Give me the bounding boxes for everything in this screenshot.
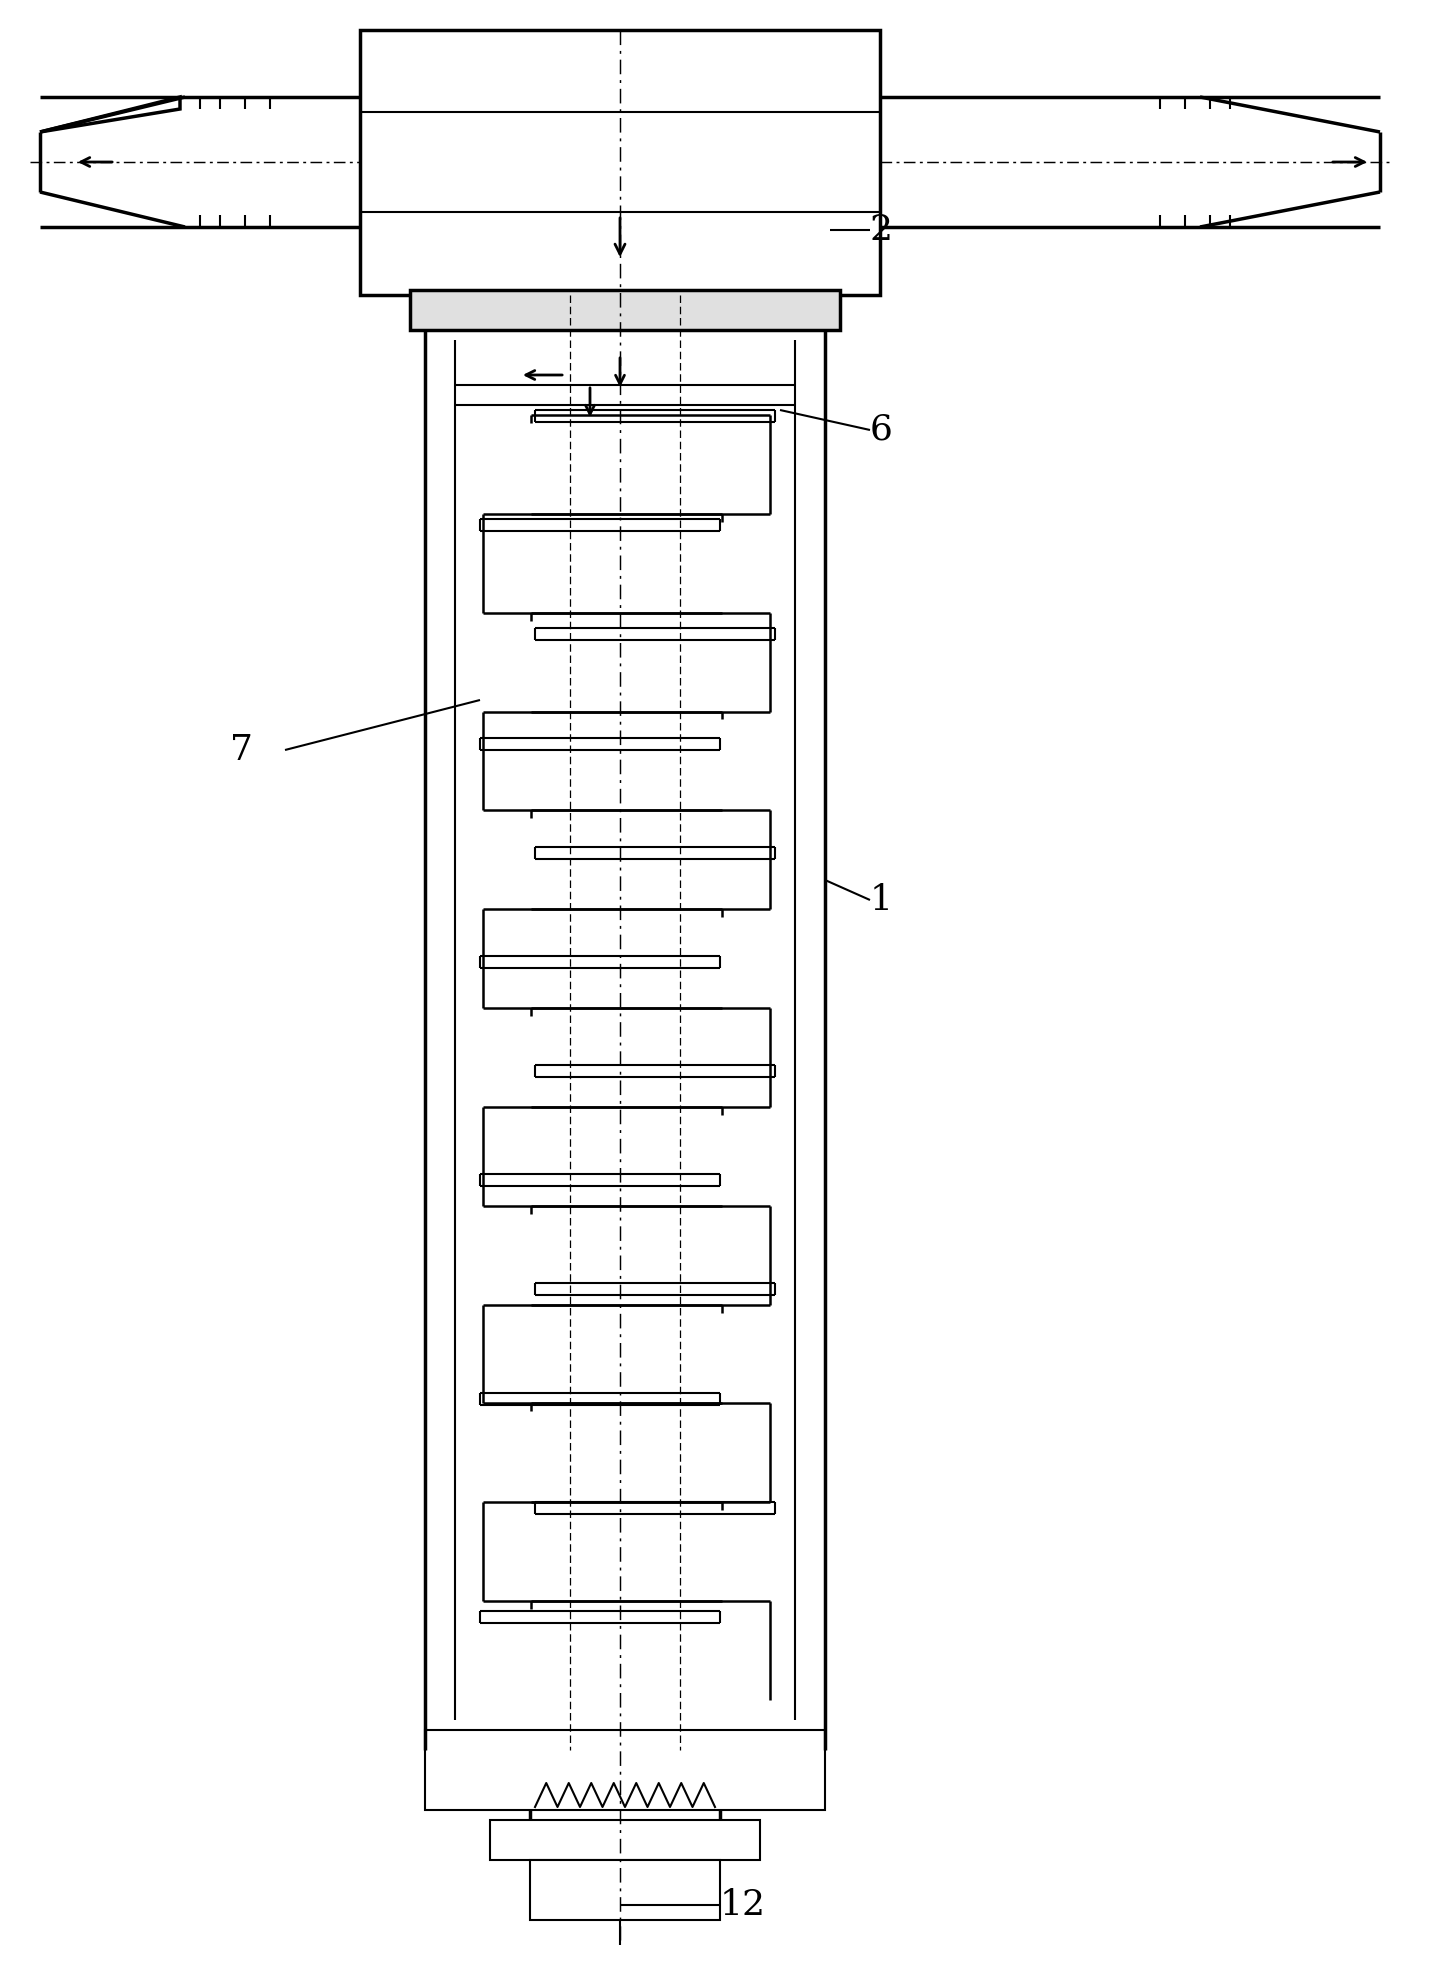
Text: 6: 6	[870, 412, 892, 447]
Text: 1: 1	[870, 883, 894, 916]
Bar	[425, 1730, 826, 1811]
Text: 7: 7	[230, 734, 253, 767]
Text: 12: 12	[720, 1887, 766, 1923]
Bar	[360, 29, 881, 294]
Text: 2: 2	[870, 214, 894, 247]
Bar	[490, 1821, 761, 1860]
Bar	[411, 290, 840, 330]
Polygon shape	[40, 96, 179, 131]
Bar	[531, 1860, 720, 1921]
